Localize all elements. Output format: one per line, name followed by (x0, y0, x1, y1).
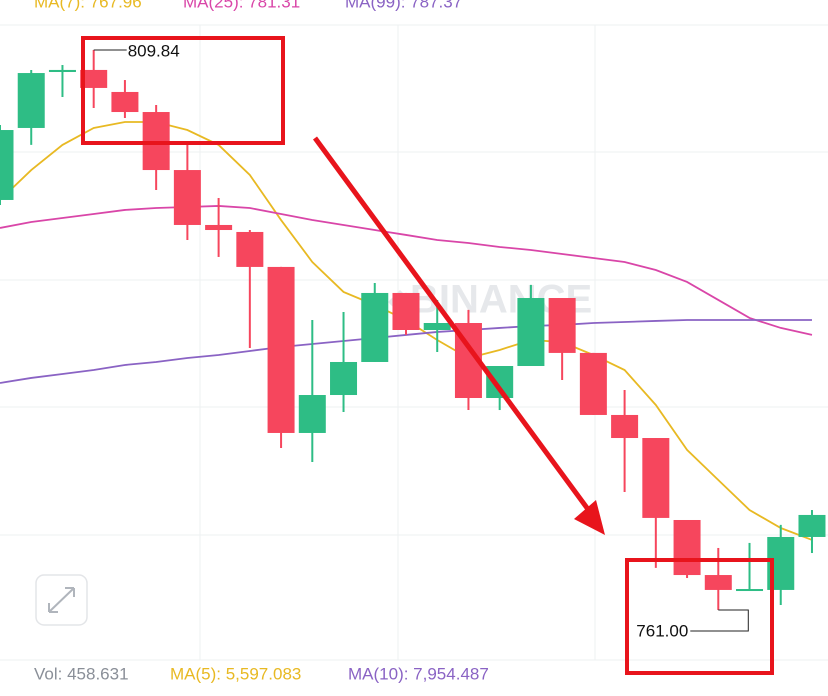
candle-body (548, 298, 576, 353)
candle-body (579, 352, 607, 415)
candle-body (111, 91, 139, 113)
ma-line (0, 319, 812, 384)
candle-body (392, 292, 420, 330)
low-label: 761.00 (636, 621, 688, 640)
highlight-box (81, 36, 285, 145)
volume-legend: Vol: 458.631 MA(5): 5,597.083 MA(10): 7,95… (34, 664, 489, 683)
plot: 809.84 761.00 (0, 41, 826, 640)
candle-body (330, 361, 358, 396)
trend-arrow (312, 136, 593, 514)
volume-legend-entry: Vol: 458.631 (34, 664, 129, 683)
legend-entry: MA(25): 781.31 (183, 0, 300, 11)
candle-body (736, 589, 764, 592)
volume-legend-entry: MA(10): 7,954.487 (348, 664, 489, 683)
legend-entry: MA(99): 787.37 (345, 0, 462, 11)
highlight-box (625, 558, 774, 675)
high-label: 809.84 (128, 41, 180, 60)
grid (0, 24, 828, 661)
candle-body (611, 414, 639, 439)
arrow-head (574, 500, 605, 535)
candle-body (423, 323, 451, 330)
candle-body (236, 231, 264, 267)
candle-body (798, 514, 826, 537)
low-marker (690, 609, 749, 632)
candle-body (80, 69, 108, 88)
candle-body (517, 298, 545, 367)
annotations (81, 36, 774, 675)
candle-body (205, 224, 233, 231)
candle-body (673, 519, 701, 576)
legend-entry: MA(7): 767.96 (34, 0, 142, 11)
candle-body (173, 170, 201, 225)
candle-body (704, 575, 732, 590)
candle-body (17, 73, 45, 128)
ma-legend: MA(7): 767.96 MA(25): 781.31 MA(99): 787.3… (34, 0, 462, 11)
ma-line (0, 205, 813, 336)
volume-legend-entry: MA(5): 5,597.083 (170, 664, 301, 683)
candle-body (0, 130, 14, 200)
candle-body (361, 292, 389, 362)
expand-button[interactable] (35, 574, 88, 626)
candle-body (267, 266, 295, 433)
candle-body (48, 69, 76, 73)
candle-body (298, 395, 326, 433)
candle-body (642, 438, 670, 518)
